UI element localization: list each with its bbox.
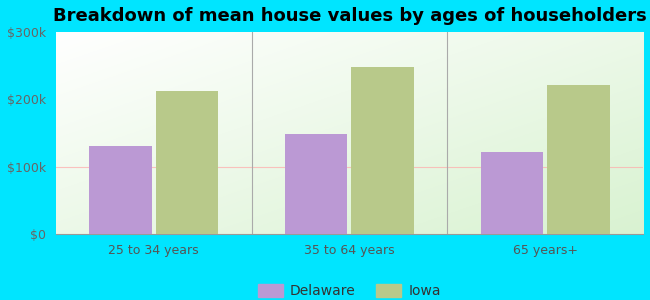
Legend: Delaware, Iowa: Delaware, Iowa	[252, 279, 447, 300]
Bar	[547, 85, 610, 234]
Bar	[89, 146, 151, 234]
Bar	[285, 134, 348, 234]
Bar	[480, 152, 543, 234]
Bar	[155, 91, 218, 234]
Bar	[352, 67, 414, 234]
Title: Breakdown of mean house values by ages of householders: Breakdown of mean house values by ages o…	[53, 7, 646, 25]
